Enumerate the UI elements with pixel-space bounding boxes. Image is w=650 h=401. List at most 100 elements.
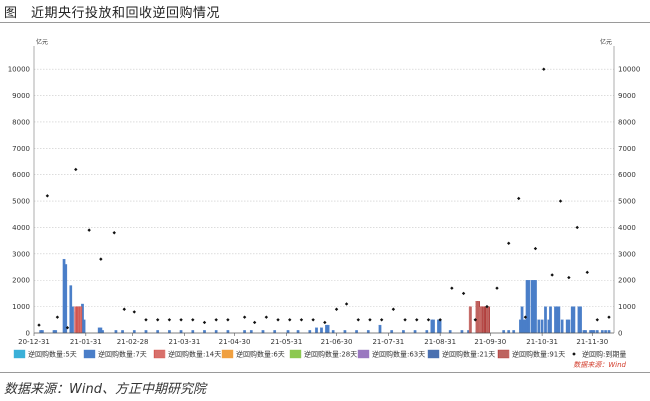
- scatter-point: [37, 323, 41, 327]
- y-tick-label-left: 0: [26, 330, 30, 338]
- legend: 逆回购数量:5天 逆回购数量:7天 逆回购数量:14天 逆回购数量:6天 逆回购数量:2…: [13, 349, 627, 369]
- y-tick-label-right: 3000: [618, 250, 636, 258]
- bar: [487, 306, 490, 334]
- scatter-point: [368, 318, 372, 322]
- bar: [560, 319, 564, 334]
- scatter-point: [607, 315, 611, 319]
- bars: [39, 258, 611, 334]
- scatter-point: [533, 246, 538, 251]
- scatter-point: [65, 326, 70, 330]
- scatter-point: [523, 315, 528, 319]
- x-tick-label: 21-01-31: [70, 338, 102, 346]
- bar: [537, 319, 541, 334]
- data-source: 数据来源：Wind、方正中期研究院: [4, 382, 206, 397]
- scatter-point: [344, 302, 349, 306]
- y-tick-label-right: 0: [618, 330, 622, 338]
- scatter-point: [202, 320, 207, 325]
- bar: [326, 324, 330, 334]
- legend-swatch: [153, 349, 166, 359]
- scatter-point: [426, 318, 431, 322]
- y-tick-label-left: 5000: [12, 198, 30, 206]
- legend-swatch: [572, 352, 576, 356]
- x-tick-label: 21-02-28: [117, 338, 149, 346]
- scatter-point: [55, 315, 60, 319]
- scatter-point: [311, 318, 315, 322]
- legend-label: 逆回购数量:5天: [28, 350, 77, 359]
- x-tick-label: 21-03-31: [169, 338, 201, 346]
- scatter-point: [252, 320, 257, 325]
- scatter-point: [485, 304, 489, 309]
- y-tick-label-left: 8000: [12, 118, 30, 126]
- scatter-point: [415, 318, 419, 322]
- bar: [572, 306, 576, 334]
- scatter-point: [299, 318, 304, 322]
- bar: [549, 306, 552, 334]
- scatter-point: [379, 318, 384, 322]
- bar: [64, 264, 68, 334]
- y-tick-label-right: 2000: [618, 277, 636, 285]
- scatter-points: [37, 67, 611, 330]
- scatter-point: [276, 318, 280, 322]
- legend-swatch: [427, 349, 440, 359]
- bar: [71, 306, 74, 334]
- scatter-point: [356, 318, 360, 322]
- y-tick-label-right: 8000: [618, 118, 636, 126]
- y-tick-label-right: 10000: [618, 66, 640, 74]
- scatter-point: [473, 318, 477, 322]
- scatter-point: [144, 318, 148, 322]
- y-tick-label-left: 10000: [8, 66, 30, 74]
- scatter-point: [155, 318, 160, 322]
- scatter-point: [264, 315, 269, 319]
- scatter-point: [575, 225, 579, 230]
- scatter-point: [132, 310, 136, 314]
- scatter-point: [334, 307, 339, 311]
- scatter-point: [167, 318, 172, 322]
- legend-label: 逆回购数量:63天: [372, 350, 425, 359]
- scatter-point: [567, 275, 571, 280]
- legend-label: 逆回购:到期量: [582, 350, 626, 359]
- x-tick-label: 21-11-30: [576, 338, 608, 346]
- bar: [468, 306, 472, 334]
- x-tick-label: 21-09-30: [474, 338, 506, 346]
- y-tick-label-right: 5000: [618, 198, 636, 206]
- legend-swatch: [13, 349, 26, 359]
- bar: [438, 319, 442, 334]
- legend-swatch: [357, 349, 370, 359]
- scatter-point: [558, 199, 563, 203]
- x-tick-label: 21-06-30: [321, 338, 353, 346]
- scatter-point: [214, 318, 218, 322]
- scatter-point: [226, 318, 230, 322]
- y-tick-label-left: 4000: [12, 224, 30, 232]
- legend-label: 逆回购数量:14天: [168, 350, 221, 359]
- legend-swatch: [289, 349, 302, 359]
- scatter-point: [323, 320, 327, 325]
- x-tick-label: 21-05-31: [271, 338, 303, 346]
- scatter-point: [542, 67, 546, 71]
- scatter-point: [45, 194, 50, 198]
- x-tick-label: 21-08-31: [424, 338, 456, 346]
- bar: [534, 280, 537, 334]
- y-tick-label-left: 7000: [12, 145, 30, 153]
- scatter-point: [191, 318, 195, 322]
- figure-title: 图 近期央行投放和回收逆回购情况: [4, 6, 221, 21]
- y-tick-label-left: 3000: [12, 250, 30, 258]
- y-tick-label-right: 7000: [618, 145, 636, 153]
- legend-label: 逆回购数量:91天: [512, 350, 565, 359]
- bar: [540, 319, 544, 334]
- scatter-point: [99, 257, 103, 261]
- bottom-divider: [0, 372, 650, 373]
- scatter-point: [112, 231, 116, 235]
- y-unit-left: 亿元: [36, 38, 48, 46]
- scatter-point: [391, 307, 396, 311]
- bar: [527, 280, 531, 334]
- scatter-point: [595, 318, 599, 322]
- y-unit-right: 亿元: [600, 38, 612, 46]
- y-tick-label-right: 1000: [618, 303, 636, 311]
- scatter-point: [87, 228, 91, 232]
- y-tick-label-right: 6000: [618, 171, 636, 179]
- gridlines: [34, 68, 614, 307]
- scatter-point: [450, 286, 454, 290]
- scatter-point: [122, 307, 126, 311]
- scatter-point: [506, 241, 511, 246]
